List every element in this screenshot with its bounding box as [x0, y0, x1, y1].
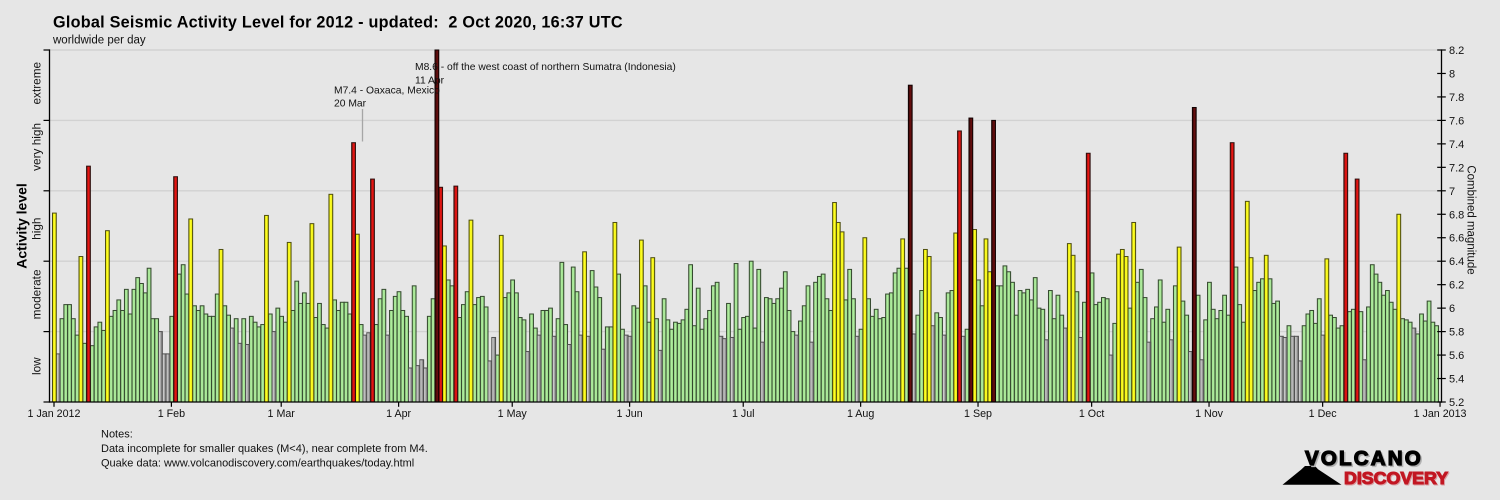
svg-text:1 Nov: 1 Nov: [1195, 408, 1224, 420]
svg-text:7.8: 7.8: [1449, 92, 1464, 104]
svg-text:5.8: 5.8: [1449, 327, 1464, 339]
svg-text:worldwide per day: worldwide per day: [52, 35, 146, 47]
svg-text:Quake data: www.volcanodiscove: Quake data: www.volcanodiscovery.com/ear…: [101, 458, 414, 470]
svg-text:very high: very high: [30, 123, 44, 171]
svg-text:5.4: 5.4: [1449, 374, 1464, 386]
svg-text:M7.4 - Oaxaca, Mexico: M7.4 - Oaxaca, Mexico: [334, 86, 440, 97]
svg-text:high: high: [30, 218, 44, 240]
svg-text:5.6: 5.6: [1449, 350, 1464, 362]
svg-text:20 Mar: 20 Mar: [334, 99, 367, 110]
svg-text:1 Jun: 1 Jun: [617, 408, 643, 420]
svg-text:1 Dec: 1 Dec: [1309, 408, 1338, 420]
svg-text:Activity level: Activity level: [14, 183, 30, 269]
svg-text:7.4: 7.4: [1449, 139, 1464, 151]
svg-text:1 Feb: 1 Feb: [158, 408, 185, 420]
svg-text:11 Apr: 11 Apr: [415, 76, 445, 87]
svg-text:8.2: 8.2: [1449, 45, 1464, 57]
svg-text:1 Jan 2013: 1 Jan 2013: [1414, 408, 1467, 420]
svg-text:5.2: 5.2: [1449, 397, 1464, 409]
svg-text:VOLCANO: VOLCANO: [1307, 449, 1425, 472]
svg-text:1 Jul: 1 Jul: [732, 408, 755, 420]
svg-text:1 Oct: 1 Oct: [1079, 408, 1105, 420]
svg-text:Notes:: Notes:: [101, 429, 133, 441]
svg-text:6.2: 6.2: [1449, 280, 1464, 292]
svg-text:1 Sep: 1 Sep: [964, 408, 992, 420]
svg-text:1 Apr: 1 Apr: [386, 408, 411, 420]
svg-text:6.4: 6.4: [1449, 256, 1464, 268]
svg-text:6.6: 6.6: [1449, 233, 1464, 245]
svg-text:M8.6 - off the west coast of n: M8.6 - off the west coast of northern Su…: [415, 62, 676, 73]
svg-text:moderate: moderate: [30, 269, 44, 319]
svg-text:extreme: extreme: [30, 61, 44, 104]
svg-text:7.6: 7.6: [1449, 115, 1464, 127]
svg-text:low: low: [30, 357, 44, 375]
svg-text:DISCOVERY: DISCOVERY: [1345, 469, 1449, 489]
svg-text:DISCOVERY: DISCOVERY: [1344, 468, 1448, 488]
svg-text:1 Mar: 1 Mar: [268, 408, 296, 420]
svg-text:6.8: 6.8: [1449, 209, 1464, 221]
svg-text:6: 6: [1449, 303, 1455, 315]
svg-text:Data incomplete for smaller qu: Data incomplete for smaller quakes (M<4)…: [101, 443, 428, 455]
svg-text:1 Aug: 1 Aug: [847, 408, 874, 420]
svg-text:VOLCANO: VOLCANO: [1305, 447, 1423, 470]
svg-text:1 May: 1 May: [498, 408, 528, 420]
svg-text:Global Seismic Activity Level: Global Seismic Activity Level for 2012 -…: [53, 14, 623, 32]
svg-text:8: 8: [1449, 68, 1455, 80]
svg-text:1 Jan 2012: 1 Jan 2012: [28, 408, 81, 420]
svg-text:Combined magnitude: Combined magnitude: [1465, 165, 1477, 274]
svg-text:7: 7: [1449, 186, 1455, 198]
svg-text:7.2: 7.2: [1449, 162, 1464, 174]
